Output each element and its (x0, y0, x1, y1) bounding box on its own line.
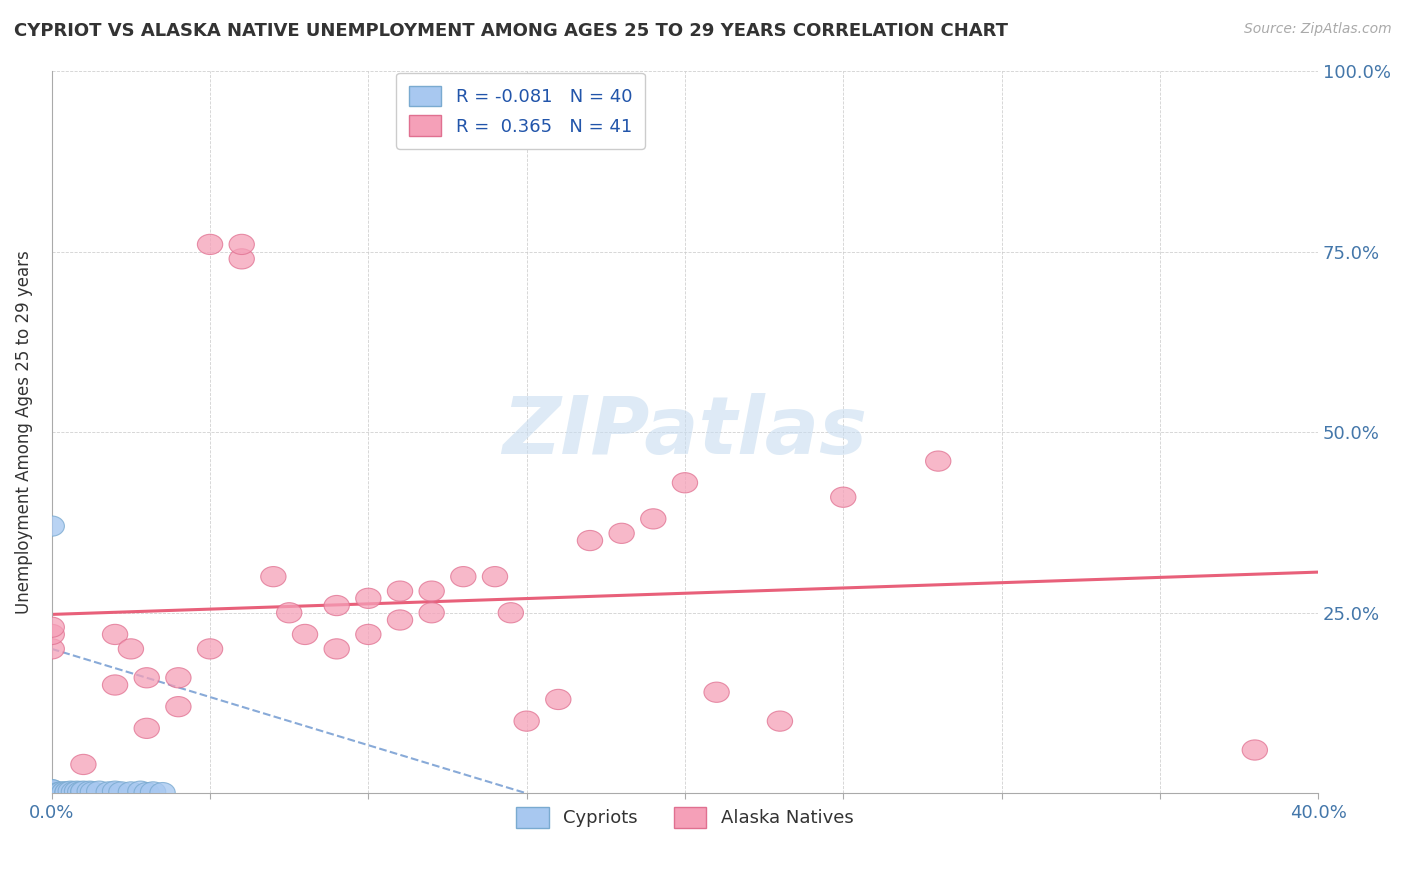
Ellipse shape (166, 697, 191, 717)
Ellipse shape (87, 781, 112, 801)
Ellipse shape (134, 718, 159, 739)
Ellipse shape (150, 782, 176, 803)
Ellipse shape (39, 624, 65, 645)
Ellipse shape (39, 783, 65, 804)
Ellipse shape (197, 639, 222, 659)
Ellipse shape (103, 781, 128, 801)
Legend: Cypriots, Alaska Natives: Cypriots, Alaska Natives (509, 799, 860, 835)
Ellipse shape (277, 603, 302, 623)
Ellipse shape (39, 783, 65, 804)
Y-axis label: Unemployment Among Ages 25 to 29 years: Unemployment Among Ages 25 to 29 years (15, 251, 32, 614)
Ellipse shape (128, 781, 153, 801)
Ellipse shape (39, 781, 65, 802)
Text: CYPRIOT VS ALASKA NATIVE UNEMPLOYMENT AMONG AGES 25 TO 29 YEARS CORRELATION CHAR: CYPRIOT VS ALASKA NATIVE UNEMPLOYMENT AM… (14, 22, 1008, 40)
Ellipse shape (831, 487, 856, 508)
Ellipse shape (39, 782, 65, 803)
Ellipse shape (39, 783, 65, 804)
Ellipse shape (672, 473, 697, 493)
Ellipse shape (55, 782, 80, 803)
Ellipse shape (52, 782, 77, 803)
Ellipse shape (103, 675, 128, 695)
Ellipse shape (118, 781, 143, 802)
Ellipse shape (229, 235, 254, 254)
Ellipse shape (197, 235, 222, 254)
Ellipse shape (49, 782, 75, 803)
Ellipse shape (356, 624, 381, 645)
Ellipse shape (70, 781, 96, 802)
Ellipse shape (77, 781, 103, 801)
Ellipse shape (498, 603, 523, 623)
Ellipse shape (39, 781, 65, 801)
Ellipse shape (925, 451, 950, 471)
Ellipse shape (39, 617, 65, 638)
Ellipse shape (292, 624, 318, 645)
Ellipse shape (419, 581, 444, 601)
Ellipse shape (546, 690, 571, 709)
Ellipse shape (515, 711, 540, 731)
Ellipse shape (323, 596, 349, 615)
Ellipse shape (55, 781, 80, 802)
Text: Source: ZipAtlas.com: Source: ZipAtlas.com (1244, 22, 1392, 37)
Ellipse shape (578, 531, 603, 550)
Ellipse shape (609, 524, 634, 543)
Ellipse shape (387, 610, 413, 630)
Ellipse shape (39, 781, 65, 802)
Ellipse shape (323, 639, 349, 659)
Ellipse shape (134, 782, 159, 803)
Ellipse shape (356, 588, 381, 608)
Ellipse shape (39, 783, 65, 804)
Ellipse shape (39, 783, 65, 804)
Ellipse shape (45, 783, 70, 804)
Ellipse shape (39, 516, 65, 536)
Ellipse shape (45, 782, 70, 803)
Ellipse shape (482, 566, 508, 587)
Ellipse shape (260, 566, 285, 587)
Ellipse shape (39, 783, 65, 804)
Ellipse shape (134, 668, 159, 688)
Ellipse shape (419, 603, 444, 623)
Ellipse shape (103, 624, 128, 645)
Ellipse shape (641, 508, 666, 529)
Ellipse shape (80, 781, 105, 802)
Ellipse shape (229, 249, 254, 269)
Text: ZIPatlas: ZIPatlas (502, 393, 868, 471)
Ellipse shape (67, 781, 93, 802)
Ellipse shape (39, 780, 65, 800)
Ellipse shape (39, 781, 65, 801)
Ellipse shape (451, 566, 477, 587)
Ellipse shape (62, 781, 87, 802)
Ellipse shape (70, 781, 96, 801)
Ellipse shape (768, 711, 793, 731)
Ellipse shape (166, 668, 191, 688)
Ellipse shape (141, 781, 166, 802)
Ellipse shape (52, 781, 77, 802)
Ellipse shape (387, 581, 413, 601)
Ellipse shape (70, 755, 96, 774)
Ellipse shape (39, 780, 65, 800)
Ellipse shape (118, 639, 143, 659)
Ellipse shape (39, 639, 65, 659)
Ellipse shape (704, 682, 730, 702)
Ellipse shape (65, 781, 90, 801)
Ellipse shape (58, 781, 83, 801)
Ellipse shape (108, 781, 134, 802)
Ellipse shape (96, 781, 121, 802)
Ellipse shape (39, 783, 65, 804)
Ellipse shape (49, 781, 75, 802)
Ellipse shape (1241, 739, 1267, 760)
Ellipse shape (39, 782, 65, 803)
Ellipse shape (55, 783, 80, 804)
